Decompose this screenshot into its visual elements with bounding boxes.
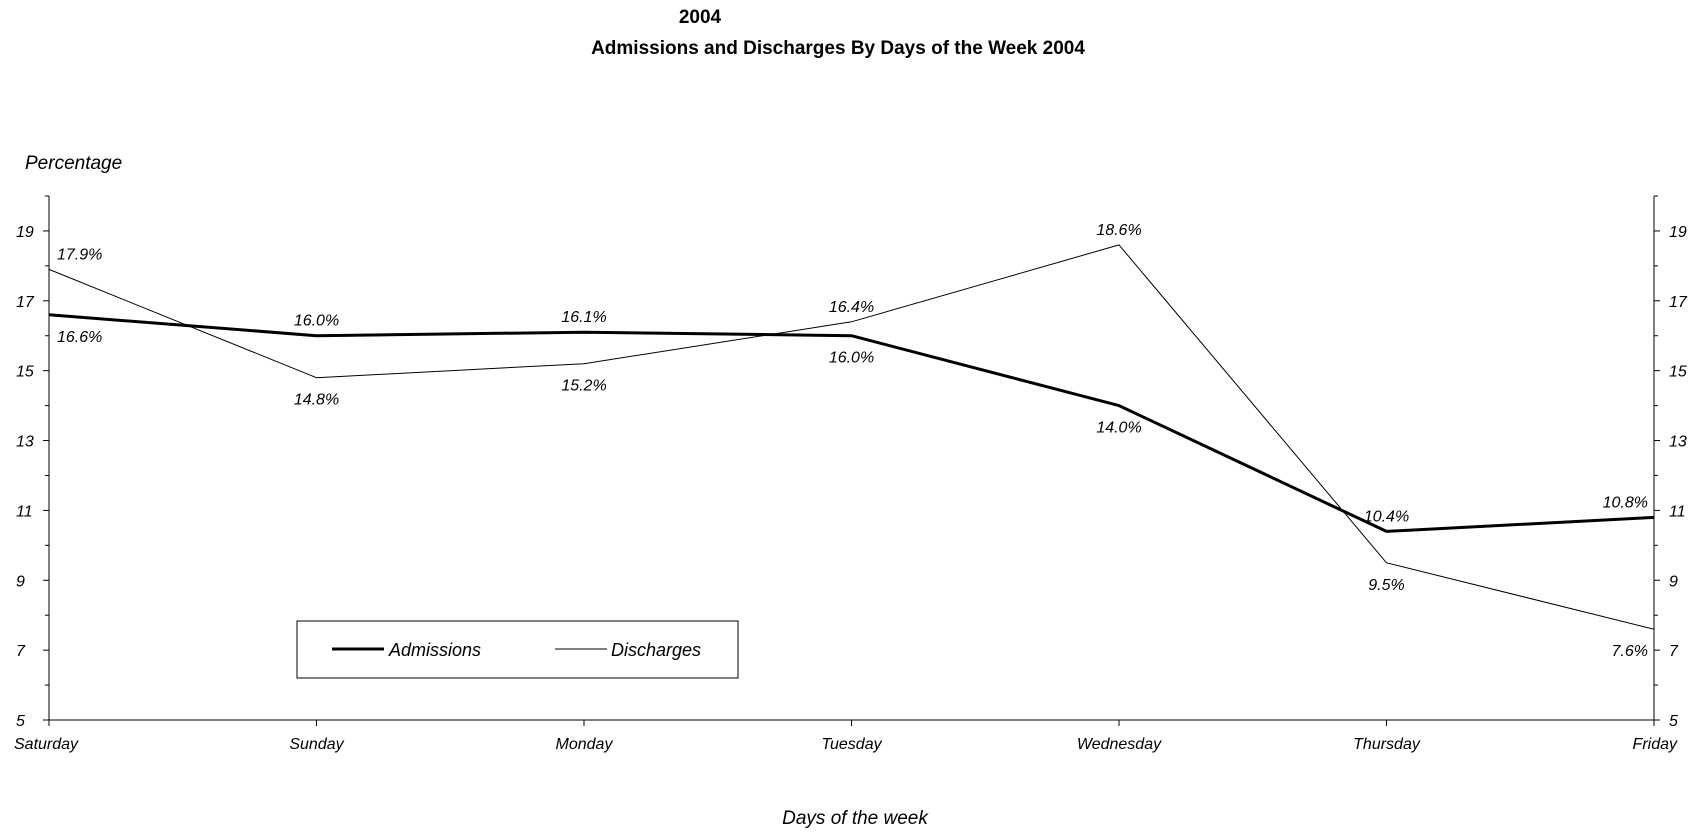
y-tick-label-left: 19	[16, 224, 34, 241]
series-lines-group	[48, 244, 1655, 630]
x-axis-title: Days of the week	[782, 808, 929, 829]
x-tick-label: Tuesday	[821, 736, 882, 753]
y-tick-label-left: 7	[16, 643, 26, 660]
x-tick-label: Wednesday	[1077, 736, 1162, 753]
data-label-admissions: 16.0%	[294, 313, 339, 330]
data-label-discharges: 15.2%	[561, 378, 606, 395]
legend: Admissions Discharges	[296, 620, 739, 679]
axes-group: 5 5 7 7 9 9 11 11 13 13 15 15 17 17 19 19 Saturday Sunday…	[14, 195, 1688, 753]
x-tick-label: Friday	[1633, 736, 1678, 753]
data-label-admissions: 16.6%	[57, 329, 102, 346]
y-axis-title: Percentage	[25, 153, 122, 174]
x-tick-label: Saturday	[14, 736, 79, 753]
data-label-discharges: 7.6%	[1612, 643, 1648, 660]
y-tick-label-left: 11	[16, 503, 33, 520]
data-label-discharges: 17.9%	[57, 246, 102, 263]
x-tick-label: Monday	[556, 736, 614, 753]
y-tick-label-right: 15	[1669, 364, 1687, 381]
data-label-admissions: 16.1%	[561, 309, 606, 326]
y-tick-label-right: 7	[1669, 643, 1679, 660]
y-tick-label-right: 17	[1669, 294, 1688, 311]
data-label-discharges: 9.5%	[1368, 577, 1404, 594]
chart-title: Admissions and Discharges By Days of the…	[591, 38, 1085, 59]
x-tick-label: Thursday	[1353, 736, 1421, 753]
legend-label-discharges: Discharges	[611, 640, 701, 660]
data-label-discharges: 14.8%	[294, 392, 339, 409]
legend-label-admissions: Admissions	[388, 640, 481, 660]
data-labels-group: 16.6% 16.0% 16.1% 16.0% 14.0% 10.4% 10.8% 17.9%…	[57, 222, 1648, 660]
x-tick-label: Sunday	[289, 736, 344, 753]
y-tick-label-right: 9	[1669, 573, 1678, 590]
data-label-discharges: 16.4%	[829, 299, 874, 316]
y-tick-label-right: 19	[1669, 224, 1687, 241]
y-tick-label-left: 9	[16, 573, 25, 590]
data-label-admissions: 16.0%	[829, 350, 874, 367]
data-label-admissions: 10.8%	[1603, 494, 1648, 511]
y-tick-label-left: 17	[16, 294, 35, 311]
chart-top-title: 2004	[679, 7, 722, 28]
y-tick-label-left: 15	[16, 364, 34, 381]
data-label-admissions: 14.0%	[1096, 420, 1141, 437]
y-tick-label-left: 5	[16, 713, 25, 730]
y-tick-label-left: 13	[16, 434, 34, 451]
data-label-admissions: 10.4%	[1364, 508, 1409, 525]
data-label-discharges: 18.6%	[1096, 222, 1141, 239]
series-line-admissions	[48, 313, 1655, 533]
series-line-discharges	[48, 244, 1655, 630]
y-tick-label-right: 13	[1669, 434, 1687, 451]
y-tick-label-right: 11	[1669, 503, 1686, 520]
y-tick-label-right: 5	[1669, 713, 1678, 730]
